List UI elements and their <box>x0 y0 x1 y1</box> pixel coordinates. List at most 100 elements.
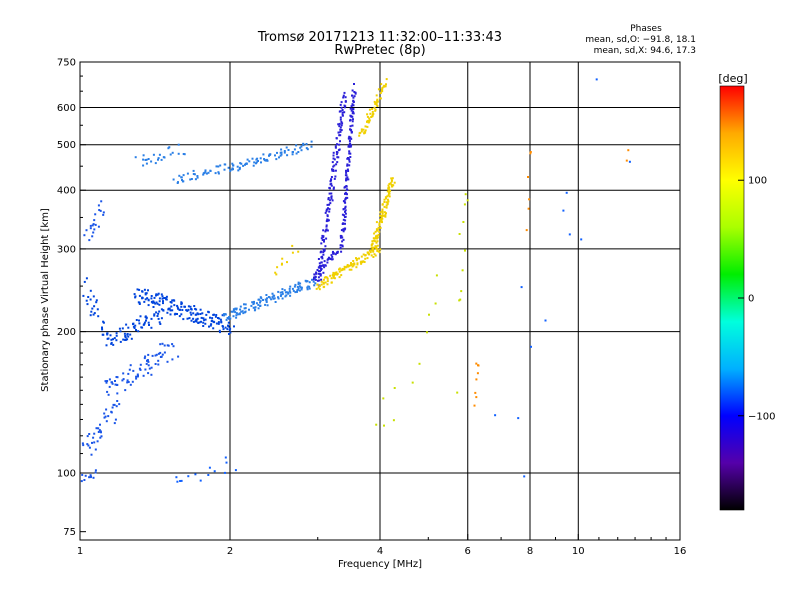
data-point-series-0 <box>233 325 235 328</box>
data-point-series-0 <box>224 326 227 329</box>
data-point-series-0 <box>199 313 202 315</box>
data-point-series-4 <box>318 288 321 291</box>
data-point-series-0 <box>218 317 221 320</box>
data-point-series-3 <box>331 258 334 261</box>
data-point-series-5 <box>474 391 477 394</box>
data-point-series-1 <box>147 353 150 356</box>
data-point-series-3 <box>320 278 323 281</box>
data-point-series-0 <box>135 329 137 331</box>
data-point-series-1 <box>147 360 150 363</box>
data-point-series-2 <box>229 169 232 172</box>
data-point-series-4 <box>382 214 385 217</box>
data-point-series-0 <box>185 309 188 312</box>
data-point-series-2 <box>214 172 217 175</box>
data-point-series-0 <box>156 315 159 317</box>
data-point-series-2 <box>280 151 283 154</box>
data-point-series-3 <box>340 235 343 238</box>
data-point-series-0 <box>150 297 153 300</box>
phases-heading: Phases <box>630 24 662 34</box>
data-point-series-0 <box>229 331 232 334</box>
data-point-series-1 <box>92 476 95 479</box>
data-point-series-1 <box>89 224 92 227</box>
data-point-series-2 <box>253 161 256 164</box>
data-point-series-4 <box>375 228 378 231</box>
data-point-series-1 <box>161 353 164 356</box>
data-point-series-2 <box>265 301 268 303</box>
data-point-series-2 <box>289 291 292 294</box>
data-point-series-2 <box>243 303 245 306</box>
data-point-series-2 <box>271 296 274 299</box>
data-point-series-2 <box>265 299 268 302</box>
data-point-series-0 <box>145 319 147 322</box>
data-point-series-3 <box>344 222 346 225</box>
data-point-series-4 <box>322 278 325 281</box>
data-point-series-2 <box>259 296 262 299</box>
data-point-series-4 <box>379 248 382 251</box>
data-point-series-1 <box>103 412 106 415</box>
data-point-series-2 <box>305 143 308 145</box>
data-point-series-3 <box>322 235 325 238</box>
data-point-series-3 <box>329 202 332 205</box>
data-point-series-2 <box>238 312 241 315</box>
data-point-series-0 <box>136 288 139 291</box>
data-point-series-3 <box>339 110 342 113</box>
data-point-series-0 <box>106 333 109 336</box>
data-point-series-2 <box>300 286 302 289</box>
data-point-series-4 <box>340 269 343 272</box>
data-point-series-2 <box>192 173 195 175</box>
data-point-series-3 <box>334 145 337 148</box>
data-point-series-2 <box>280 293 283 296</box>
data-point-series-2 <box>244 163 246 166</box>
data-point-series-4 <box>347 265 350 268</box>
data-point-series-0 <box>227 321 230 324</box>
data-point-series-2 <box>257 303 260 306</box>
data-point-series-6 <box>458 299 461 302</box>
data-point-series-1 <box>89 227 92 230</box>
data-point-series-0 <box>214 315 217 318</box>
data-point-series-4 <box>387 200 390 203</box>
data-point-series-3 <box>330 178 333 181</box>
data-point-series-2 <box>271 292 274 295</box>
x-tick-label: 2 <box>227 546 233 557</box>
data-point-series-3 <box>338 148 341 151</box>
data-point-series-4 <box>378 251 381 254</box>
data-point-series-0 <box>155 311 158 314</box>
data-point-series-3 <box>318 262 321 265</box>
data-point-series-3 <box>322 229 325 232</box>
data-point-series-0 <box>143 323 146 326</box>
data-point-series-1 <box>107 415 110 418</box>
data-point-series-3 <box>340 106 343 109</box>
data-point-series-1 <box>115 376 118 378</box>
data-point-series-1 <box>148 367 151 370</box>
data-point-series-3 <box>331 168 333 171</box>
data-point-series-0 <box>130 337 133 340</box>
data-point-series-0 <box>155 293 158 296</box>
data-point-series-2 <box>232 164 235 167</box>
data-point-series-2 <box>226 317 229 319</box>
data-point-series-4 <box>375 101 378 104</box>
data-point-series-4 <box>326 280 329 283</box>
data-point-series-3 <box>333 164 336 167</box>
data-point-series-4 <box>386 198 389 201</box>
data-point-series-3 <box>321 257 324 260</box>
data-point-series-2 <box>251 301 254 304</box>
data-point-series-2 <box>163 156 166 159</box>
data-point-series-4 <box>332 271 335 274</box>
data-point-series-0 <box>158 310 161 313</box>
data-point-series-4 <box>383 211 386 214</box>
data-point-series-1 <box>95 427 98 430</box>
data-point-series-0 <box>106 337 109 340</box>
data-point-series-3 <box>314 275 317 278</box>
data-point-series-0 <box>133 327 136 329</box>
phases-o-mode: mean, sd,O: −91.8, 18.1 <box>585 35 696 45</box>
data-point-series-3 <box>352 104 355 107</box>
data-point-series-3 <box>345 188 348 191</box>
data-point-series-0 <box>140 326 143 329</box>
data-point-series-4 <box>350 268 353 271</box>
data-point-series-0 <box>180 305 183 308</box>
data-point-series-2 <box>225 318 228 321</box>
data-point-series-0 <box>102 320 105 323</box>
data-point-series-5 <box>475 378 478 381</box>
data-point-series-1 <box>84 474 87 477</box>
data-point-series-2 <box>258 298 261 301</box>
